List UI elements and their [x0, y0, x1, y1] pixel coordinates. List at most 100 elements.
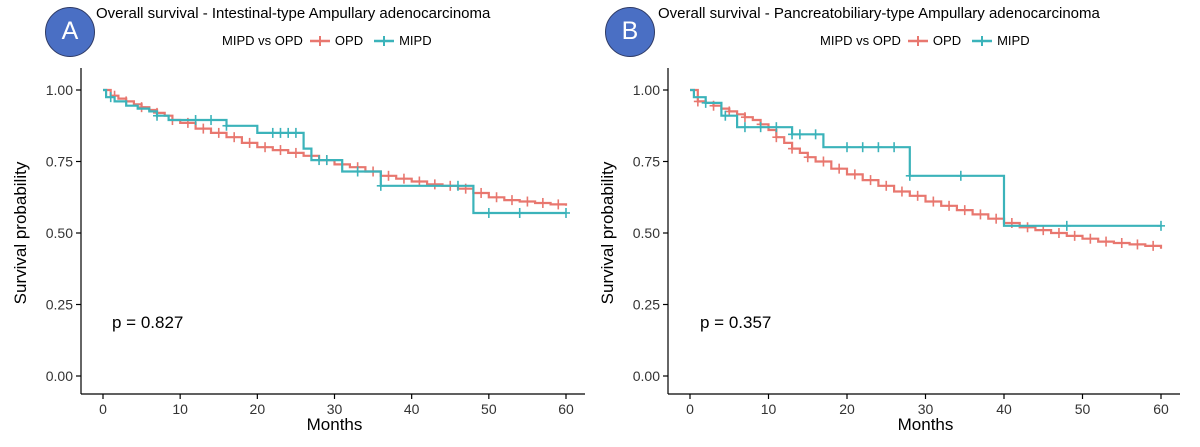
- censor-mark-opd: [245, 137, 254, 148]
- censor-mark-mipd: [222, 120, 231, 131]
- censor-mark-opd: [976, 209, 985, 220]
- x-tick-label: 0: [99, 401, 107, 417]
- censor-mark-opd: [835, 163, 844, 174]
- legend-label-opd-b: OPD: [932, 33, 962, 48]
- x-axis-title: Months: [898, 415, 954, 434]
- x-tick-label: 30: [918, 401, 934, 417]
- censor-mark-mipd: [956, 170, 965, 181]
- censor-mark-opd: [261, 142, 270, 153]
- censor-mark-mipd: [284, 127, 293, 138]
- x-tick-label: 60: [1153, 401, 1169, 417]
- legend-key-opd-b: [907, 35, 928, 46]
- censor-mark-mipd: [1157, 220, 1165, 231]
- censor-mark-mipd: [795, 129, 804, 140]
- x-axis-title: Months: [307, 415, 363, 434]
- censor-mark-opd: [788, 143, 797, 154]
- censor-mark-opd: [819, 156, 828, 167]
- censor-mark-opd: [850, 169, 859, 180]
- censor-mark-mipd: [484, 207, 493, 218]
- censor-mark-mipd: [858, 142, 867, 153]
- y-tick-label: 1.00: [46, 82, 73, 98]
- y-tick-label: 0.50: [46, 225, 73, 241]
- censor-mark-mipd: [721, 110, 730, 121]
- censor-mark-opd: [1102, 236, 1111, 247]
- censor-mark-mipd: [905, 170, 914, 181]
- censor-mark-mipd: [515, 207, 524, 218]
- censor-mark-mipd: [353, 166, 362, 177]
- censor-mark-opd: [1070, 230, 1079, 241]
- x-tick-label: 10: [761, 401, 777, 417]
- panel-a: A Overall survival - Intestinal-type Amp…: [0, 0, 590, 447]
- x-tick-label: 50: [481, 401, 497, 417]
- censor-mark-mipd: [874, 142, 883, 153]
- survival-plot-a: 0.00 0.25 0.50 0.75 1.00 0 10 20 30 40 50 60 Months S…: [11, 68, 585, 434]
- censor-mark-opd: [897, 186, 906, 197]
- y-tick-label: 0.50: [633, 225, 660, 241]
- censor-mark-mipd: [315, 155, 324, 166]
- survival-curve-opd: [690, 88, 1163, 249]
- censor-mark-mipd: [276, 127, 285, 138]
- censor-mark-opd: [554, 199, 563, 210]
- x-tick-label: 0: [686, 401, 694, 417]
- censor-mark-mipd: [453, 180, 462, 191]
- panel-b: B Overall survival - Pancreatobiliary-ty…: [590, 0, 1180, 447]
- censor-mark-mipd: [376, 180, 385, 191]
- censor-mark-mipd: [701, 97, 710, 108]
- legend-key-mipd-b: [972, 35, 993, 46]
- censor-mark-opd: [913, 190, 922, 201]
- censor-mark-mipd: [740, 122, 749, 133]
- censor-mark-opd: [137, 102, 146, 113]
- survival-curve-opd: [103, 88, 568, 206]
- y-tick-label: 1.00: [633, 82, 660, 98]
- censor-mark-mipd: [788, 129, 797, 140]
- censor-mark-mipd: [811, 129, 820, 140]
- censor-mark-opd: [960, 205, 969, 216]
- censor-mark-opd: [199, 123, 208, 134]
- censor-mark-opd: [430, 179, 439, 190]
- censor-mark-opd: [992, 213, 1001, 224]
- censor-mark-opd: [945, 200, 954, 211]
- censor-mark-opd: [276, 145, 285, 156]
- censor-mark-opd: [1086, 233, 1095, 244]
- censor-mark-mipd: [843, 142, 851, 153]
- x-tick-label: 30: [327, 401, 343, 417]
- y-tick-label: 0.00: [46, 368, 73, 384]
- legend-label-mipd-b: MIPD: [997, 33, 1030, 48]
- x-tick-label: 20: [250, 401, 266, 417]
- x-tick-label: 10: [172, 401, 188, 417]
- survival-plot-b: 0.00 0.25 0.50 0.75 1.00 0 10 20 30 40 50 60 Months S…: [598, 68, 1180, 434]
- censor-mark-mipd: [890, 142, 899, 153]
- y-axis-title: Survival probability: [598, 161, 617, 304]
- y-tick-label: 0.25: [633, 297, 660, 313]
- censor-mark-opd: [1054, 228, 1063, 238]
- x-tick-label: 40: [996, 401, 1012, 417]
- legend-key-opd-a: [309, 35, 330, 46]
- censor-mark-opd: [538, 197, 547, 208]
- censor-mark-opd: [214, 127, 223, 138]
- censor-mark-mipd: [772, 122, 781, 133]
- censor-mark-opd: [929, 196, 938, 207]
- legend-a: MIPD vs OPD OPD MIPD: [222, 33, 436, 48]
- legend-title-b: MIPD vs OPD: [820, 33, 901, 48]
- legend-label-mipd-a: MIPD: [399, 33, 432, 48]
- censor-mark-opd: [803, 152, 812, 163]
- censor-mark-mipd: [1062, 220, 1071, 231]
- p-value-annotation: p = 0.827: [112, 313, 183, 332]
- chart-title-a: Overall survival - Intestinal-type Ampul…: [96, 5, 491, 22]
- legend-label-opd-a: OPD: [334, 33, 364, 48]
- y-tick-label: 0.75: [633, 154, 660, 170]
- panel-badge-b: B: [605, 7, 655, 57]
- chart-title-b: Overall survival - Pancreatobiliary-type…: [658, 5, 1100, 22]
- censor-mark-opd: [477, 187, 486, 198]
- censor-mark-opd: [507, 195, 516, 206]
- censor-mark-opd: [384, 170, 393, 181]
- x-tick-label: 50: [1075, 401, 1091, 417]
- y-tick-label: 0.00: [633, 368, 660, 384]
- x-tick-label: 40: [404, 401, 420, 417]
- censor-mark-opd: [291, 147, 300, 158]
- p-value-annotation: p = 0.357: [700, 313, 771, 332]
- censor-mark-opd: [772, 132, 781, 143]
- legend-key-mipd-a: [374, 35, 395, 46]
- censor-mark-mipd: [322, 155, 331, 166]
- y-tick-label: 0.25: [46, 297, 73, 313]
